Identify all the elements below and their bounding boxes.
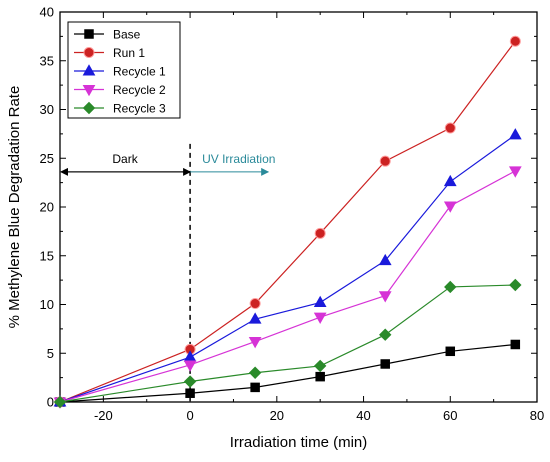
- legend-marker: [82, 101, 96, 115]
- x-tick-label: 0: [186, 408, 193, 423]
- data-point: [445, 346, 456, 357]
- legend-label: Run 1: [113, 46, 145, 60]
- data-point: [313, 359, 327, 373]
- data-point: [380, 359, 390, 369]
- data-point: [443, 174, 457, 187]
- x-tick-label: 80: [530, 408, 544, 423]
- legend-item: Recycle 3: [74, 102, 166, 116]
- legend-marker: [82, 85, 96, 97]
- data-point: [443, 201, 457, 213]
- legend-marker: [82, 64, 96, 76]
- y-tick-label: 0: [47, 395, 54, 410]
- y-tick-label: 40: [40, 5, 54, 20]
- data-point: [509, 278, 522, 292]
- y-tick-label: 30: [40, 102, 54, 117]
- legend-item: Base: [74, 28, 141, 42]
- data-point: [250, 382, 260, 393]
- data-point: [508, 166, 522, 178]
- x-tick-label: 60: [443, 408, 457, 423]
- legend-item: Recycle 1: [74, 64, 166, 79]
- data-point: [379, 155, 391, 167]
- legend-label: Recycle 1: [113, 65, 166, 79]
- y-tick-label: 25: [40, 151, 54, 166]
- data-point: [183, 375, 197, 388]
- x-tick-label: 40: [356, 408, 370, 423]
- data-point: [53, 395, 67, 409]
- data-point: [313, 312, 327, 324]
- legend-label: Recycle 2: [113, 83, 166, 97]
- y-tick-label: 35: [40, 53, 54, 68]
- legend-marker: [83, 47, 95, 58]
- data-point: [313, 295, 327, 308]
- legend: Base Run 1 Recycle 1 Recycle 2 Recycle 3: [67, 21, 181, 119]
- data-point: [378, 291, 392, 303]
- x-tick-label: 20: [270, 408, 284, 423]
- y-tick-label: 10: [40, 297, 54, 312]
- data-point: [508, 128, 522, 140]
- data-point: [444, 122, 456, 134]
- data-point: [249, 298, 261, 310]
- data-point: [183, 360, 197, 372]
- series-recycle-1: [53, 128, 522, 407]
- legend-item: Recycle 2: [74, 83, 166, 97]
- data-point: [510, 339, 521, 350]
- data-point: [314, 227, 326, 239]
- data-point: [379, 328, 392, 341]
- data-point: [248, 366, 262, 379]
- data-point: [444, 280, 457, 294]
- data-point: [378, 253, 392, 266]
- legend-marker: [84, 29, 94, 39]
- data-point: [185, 388, 195, 398]
- legend-label: Base: [113, 28, 141, 42]
- y-tick-label: 15: [40, 248, 54, 263]
- legend-item: Run 1: [74, 46, 145, 60]
- y-tick-label: 5: [47, 346, 54, 361]
- data-point: [248, 337, 262, 349]
- x-tick-label: -20: [94, 408, 113, 423]
- legend-label: Recycle 3: [113, 102, 166, 116]
- y-axis-title: % Methylene Blue Degradation Rate: [6, 86, 23, 329]
- series-line: [59, 284, 516, 403]
- data-point: [248, 312, 262, 324]
- data-point: [315, 371, 325, 382]
- series-recycle-2: [53, 166, 522, 409]
- data-point: [509, 35, 521, 47]
- uv-label: UV Irradiation: [202, 152, 275, 166]
- x-axis-title: Irradiation time (min): [230, 434, 368, 451]
- y-tick-label: 20: [40, 200, 54, 215]
- dark-label: Dark: [112, 152, 138, 166]
- series-recycle-3: [53, 278, 522, 409]
